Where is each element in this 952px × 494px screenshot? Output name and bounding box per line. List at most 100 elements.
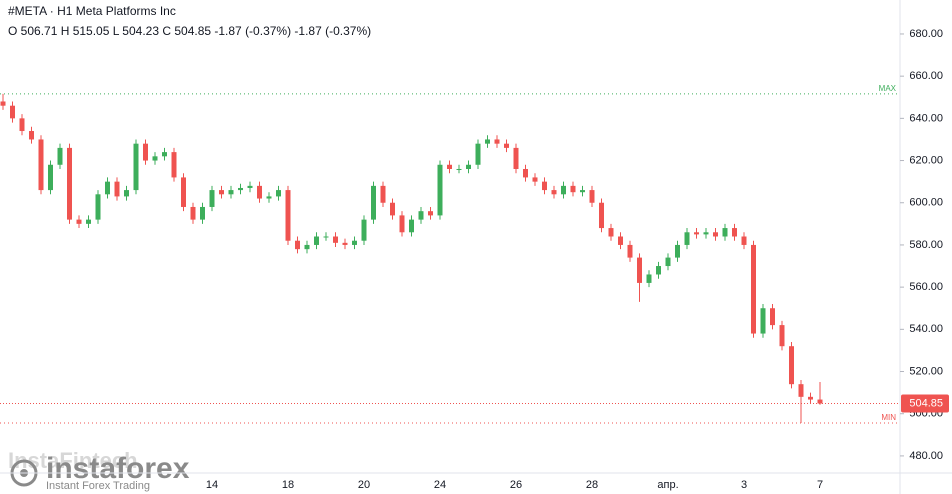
- candle-body: [627, 244, 633, 258]
- candle-body: [589, 190, 595, 203]
- candle-body: [618, 236, 623, 245]
- candle-body: [295, 240, 300, 250]
- x-tick-label: 18: [282, 479, 294, 491]
- y-tick-label: 520.00: [909, 365, 943, 377]
- x-tick-label: апр.: [657, 479, 678, 491]
- candle-body: [494, 139, 500, 144]
- candle-body: [817, 399, 823, 404]
- candle-body: [181, 177, 186, 207]
- candle-body: [171, 152, 177, 178]
- candle-body: [19, 118, 25, 132]
- candle-body: [513, 147, 519, 169]
- candle-body: [523, 168, 528, 178]
- candle-body: [29, 131, 34, 140]
- candle-body: [238, 187, 243, 191]
- last-price-label: 504.85: [909, 397, 943, 409]
- x-tick-label: 24: [434, 479, 446, 491]
- candle-body: [675, 244, 680, 258]
- x-tick-label: 7: [817, 479, 823, 491]
- candle-body: [409, 219, 414, 233]
- candle-body: [361, 219, 367, 241]
- candle-body: [124, 190, 129, 197]
- candle-body: [276, 190, 281, 197]
- ohlc-legend: O 506.71 H 515.05 L 504.23 C 504.85 -1.8…: [8, 24, 371, 38]
- candle-body: [456, 168, 462, 170]
- chart-title: #META · H1 Meta Platforms Inc: [8, 4, 176, 18]
- candle-body: [371, 185, 376, 220]
- candle-body: [542, 181, 547, 191]
- candle-body: [485, 139, 490, 144]
- candle-body: [390, 202, 395, 216]
- y-tick-label: 640.00: [909, 112, 943, 124]
- candle-body: [646, 274, 652, 283]
- candle-body: [428, 211, 433, 216]
- candle-body: [114, 181, 120, 197]
- candle-body: [466, 164, 471, 169]
- candle-body: [76, 219, 82, 224]
- candle-body: [190, 206, 196, 220]
- y-tick-label: 580.00: [909, 239, 943, 251]
- candle-body: [779, 325, 785, 347]
- logo-subtext: Instant Forex Trading: [46, 480, 150, 492]
- candle-body: [760, 308, 766, 334]
- candle-body: [475, 143, 481, 165]
- candle-body: [352, 240, 357, 245]
- candle-body: [314, 236, 319, 245]
- watermark: InstaFintech: [8, 448, 138, 473]
- candle-body: [599, 202, 604, 229]
- candle-body: [209, 190, 215, 207]
- candle-body: [656, 266, 661, 275]
- extreme-label: MAX: [879, 84, 897, 93]
- candle-body: [0, 101, 6, 106]
- y-tick-label: 680.00: [909, 28, 943, 40]
- candle-body: [741, 236, 747, 245]
- candle-body: [10, 105, 15, 119]
- candle-body: [665, 257, 671, 267]
- candle-body: [247, 185, 253, 188]
- candle-body: [789, 346, 794, 385]
- candle-body: [304, 244, 310, 250]
- candle-body: [504, 143, 509, 148]
- candle-body: [342, 242, 348, 245]
- candle-body: [770, 308, 775, 326]
- candle-body: [551, 190, 557, 195]
- candle-body: [143, 143, 148, 161]
- candle-body: [713, 232, 718, 237]
- x-tick-label: 3: [741, 479, 747, 491]
- candle-body: [323, 236, 329, 238]
- y-tick-label: 560.00: [909, 281, 943, 293]
- y-tick-label: 480.00: [909, 450, 943, 462]
- candle-body: [608, 228, 614, 237]
- candle-body: [200, 206, 205, 220]
- candle-body: [333, 236, 338, 243]
- candle-body: [637, 257, 642, 283]
- candle-body: [532, 177, 538, 182]
- x-tick-label: 26: [510, 479, 522, 491]
- y-tick-label: 620.00: [909, 154, 943, 166]
- candle-body: [684, 232, 690, 245]
- candle-body: [48, 164, 53, 191]
- candle-body: [447, 164, 452, 169]
- candle-body: [703, 232, 709, 235]
- candle-body: [418, 211, 424, 220]
- candle-body: [732, 228, 737, 237]
- candle-body: [399, 215, 405, 233]
- x-tick-label: 20: [358, 479, 370, 491]
- candle-body: [285, 190, 291, 241]
- y-tick-label: 660.00: [909, 70, 943, 82]
- candle-body: [57, 147, 63, 165]
- x-tick-label: 28: [586, 479, 598, 491]
- candle-body: [722, 228, 728, 237]
- y-tick-label: 540.00: [909, 323, 943, 335]
- candle-body: [437, 164, 443, 216]
- logo-text: instaforex: [46, 452, 190, 485]
- candle-body: [219, 190, 224, 195]
- extreme-label: MIN: [881, 413, 896, 422]
- candle-body: [694, 232, 699, 235]
- candle-body: [580, 190, 585, 193]
- candle-body: [133, 143, 139, 191]
- candle-body: [67, 147, 72, 220]
- x-tick-label: 14: [206, 479, 218, 491]
- last-price-box: [901, 394, 949, 413]
